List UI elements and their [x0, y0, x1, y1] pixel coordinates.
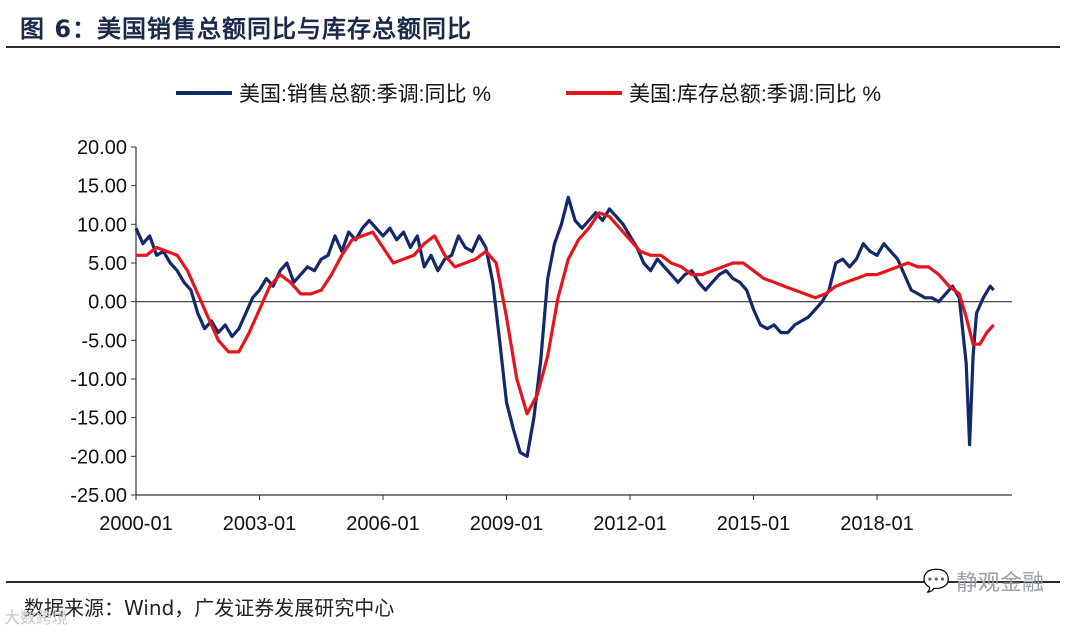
y-tick-label: -5.00 [81, 330, 127, 352]
chart-axes: 20.00 15.00 10.00 5.00 0.00 -5.00 -10.00 -15.00… [70, 137, 1012, 535]
x-tick-label: 2018-01 [840, 513, 913, 535]
y-tick-label: 0.00 [88, 292, 127, 314]
source-note: 数据来源：Wind，广发证券发展研究中心 [24, 596, 395, 620]
y-tick-label: -25.00 [70, 485, 127, 507]
y-tick-label: -20.00 [70, 446, 127, 468]
x-tick-label: 2000-01 [99, 513, 172, 535]
figure-title: 图 6：美国销售总额同比与库存总额同比 [20, 15, 473, 43]
x-tick-label: 2015-01 [717, 513, 790, 535]
inventory-yoy-line [136, 211, 995, 416]
y-tick-label: 5.00 [88, 253, 127, 275]
chart-legend: 美国:销售总额:季调:同比 % 美国:库存总额:季调:同比 % [176, 83, 881, 106]
x-tick-label: 2012-01 [593, 513, 666, 535]
bottom-rule [6, 581, 1060, 583]
watermark-left: 大数跨境 [4, 608, 69, 627]
y-tick-label: 20.00 [77, 137, 127, 159]
wechat-icon: 💬 [922, 568, 950, 594]
x-tick-label: 2009-01 [470, 513, 543, 535]
sales-yoy-line [134, 195, 995, 458]
x-tick-label: 2006-01 [346, 513, 419, 535]
y-tick-label: 15.00 [77, 176, 127, 198]
y-tick-label: -15.00 [70, 408, 127, 430]
y-tick-label: 10.00 [77, 214, 127, 236]
watermark: 💬 静观金融 [923, 565, 1044, 597]
top-rule [6, 46, 1060, 48]
watermark-text: 静观金融 [955, 571, 1044, 596]
legend-label-inventory: 美国:库存总额:季调:同比 % [629, 83, 881, 106]
chart-series [134, 195, 995, 458]
legend-label-sales: 美国:销售总额:季调:同比 % [239, 83, 491, 106]
x-tick-label: 2003-01 [223, 513, 296, 535]
y-tick-label: -10.00 [70, 369, 127, 391]
